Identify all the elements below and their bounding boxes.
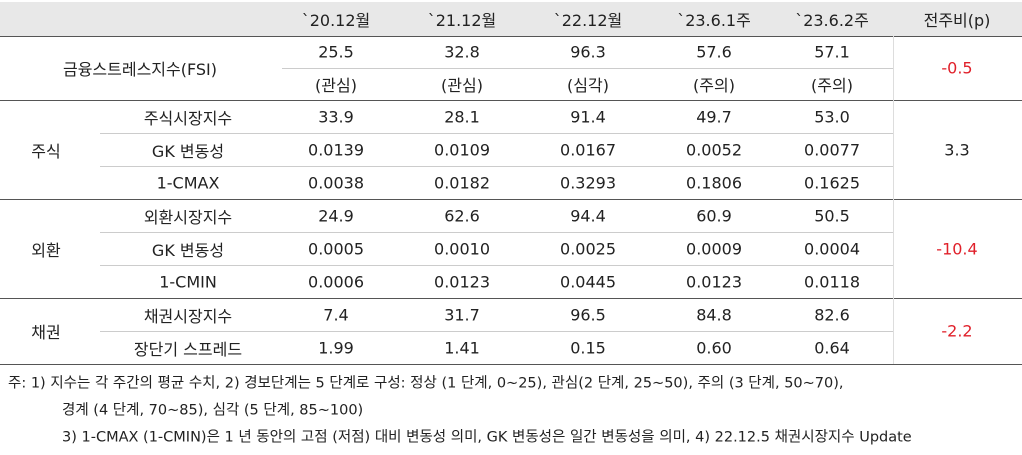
cell-value: 0.0006 [308,272,364,291]
section-label: 주식 [31,141,61,161]
rule [100,265,893,266]
row-label: 주식시장지수 [143,108,233,128]
column-header: 전주비(p) [923,11,991,30]
cell-value: 91.4 [570,107,606,126]
cell-value: 0.0182 [434,173,490,192]
cell-value: 0.0038 [308,173,364,192]
cell-value: 0.0123 [434,272,490,291]
cell-value: 0.0139 [308,140,364,159]
cell-value: 1.99 [318,338,354,357]
change-value: -2.2 [941,321,973,341]
rule [282,68,893,69]
cell-value: 50.5 [814,206,850,225]
row-label: 장단기 스프레드 [133,339,243,359]
footnote: 경계 (4 단계, 70~85), 심각 (5 단계, 85~100) [62,402,364,419]
rule [0,364,1022,365]
row-label: GK 변동성 [151,141,225,161]
footnote: 3) 1-CMAX (1-CMIN)은 1 년 동안의 고점 (저점) 대비 변… [62,429,912,446]
cell-status: (관심) [441,76,483,95]
cell-value: 96.5 [570,305,606,324]
cell-value: 82.6 [814,305,850,324]
change-value: -0.5 [941,58,973,78]
row-label: GK 변동성 [151,240,225,260]
cell-value: 57.6 [696,42,732,62]
cell-value: 0.0445 [560,272,616,291]
cell-value: 0.0005 [308,239,364,258]
cell-value: 94.4 [570,206,606,225]
cell-value: 0.64 [814,338,850,357]
rule [0,199,1022,200]
rule [100,232,893,233]
cell-status: (주의) [811,76,853,95]
cell-value: 0.3293 [560,173,616,192]
cell-status: (심각) [567,76,609,95]
cell-value: 0.1625 [804,173,860,192]
column-header: `21.12월 [427,11,497,30]
row-label: 금융스트레스지수(FSI) [62,60,218,79]
section-label: 외환 [31,240,61,260]
cell-value: 32.8 [444,42,480,62]
cell-value: 0.15 [570,338,606,357]
cell-value: 62.6 [444,206,480,225]
header-bg [0,2,1022,36]
cell-value: 57.1 [814,42,850,62]
change-value: -10.4 [936,239,978,258]
cell-value: 60.9 [696,206,732,225]
cell-value: 1.41 [444,338,480,357]
rule [0,298,1022,299]
section-label: 채권 [31,323,61,342]
column-header: `22.12월 [553,11,623,30]
cell-value: 0.0123 [686,272,742,291]
cell-value: 0.0118 [804,272,860,291]
rule [0,36,1022,37]
col-rule [893,36,894,364]
cell-value: 0.0004 [804,239,860,258]
row-label: 채권시장지수 [143,306,233,326]
column-header: `20.12월 [301,11,371,30]
cell-value: 7.4 [323,305,349,324]
cell-value: 33.9 [318,107,354,126]
row-label: 1-CMIN [159,272,217,291]
cell-value: 0.0025 [560,239,616,258]
rule [0,100,1022,101]
cell-value: 84.8 [696,305,732,324]
cell-value: 0.60 [696,338,732,357]
footnote: 주: 1) 지수는 각 주간의 평균 수치, 2) 경보단계는 5 단계로 구성… [8,375,844,392]
cell-value: 0.0052 [686,140,742,159]
cell-value: 0.0167 [560,140,616,159]
cell-value: 24.9 [318,206,354,225]
cell-value: 96.3 [570,42,606,62]
column-header: `23.6.2주 [795,11,869,30]
rule [100,166,893,167]
rule [100,331,893,332]
cell-value: 0.0010 [434,239,490,258]
change-value: 3.3 [944,140,970,159]
cell-status: (주의) [693,76,735,95]
cell-value: 0.0009 [686,239,742,258]
cell-value: 0.0077 [804,140,860,159]
row-label: 1-CMAX [156,173,220,192]
cell-status: (관심) [315,76,357,95]
cell-value: 28.1 [444,107,480,126]
cell-value: 0.0109 [434,140,490,159]
cell-value: 0.1806 [686,173,742,192]
column-header: `23.6.1주 [677,11,751,30]
row-label: 외환시장지수 [143,207,233,227]
rule [100,133,893,134]
cell-value: 49.7 [696,107,732,126]
cell-value: 31.7 [444,305,480,324]
cell-value: 25.5 [318,42,354,62]
cell-value: 53.0 [814,107,850,126]
